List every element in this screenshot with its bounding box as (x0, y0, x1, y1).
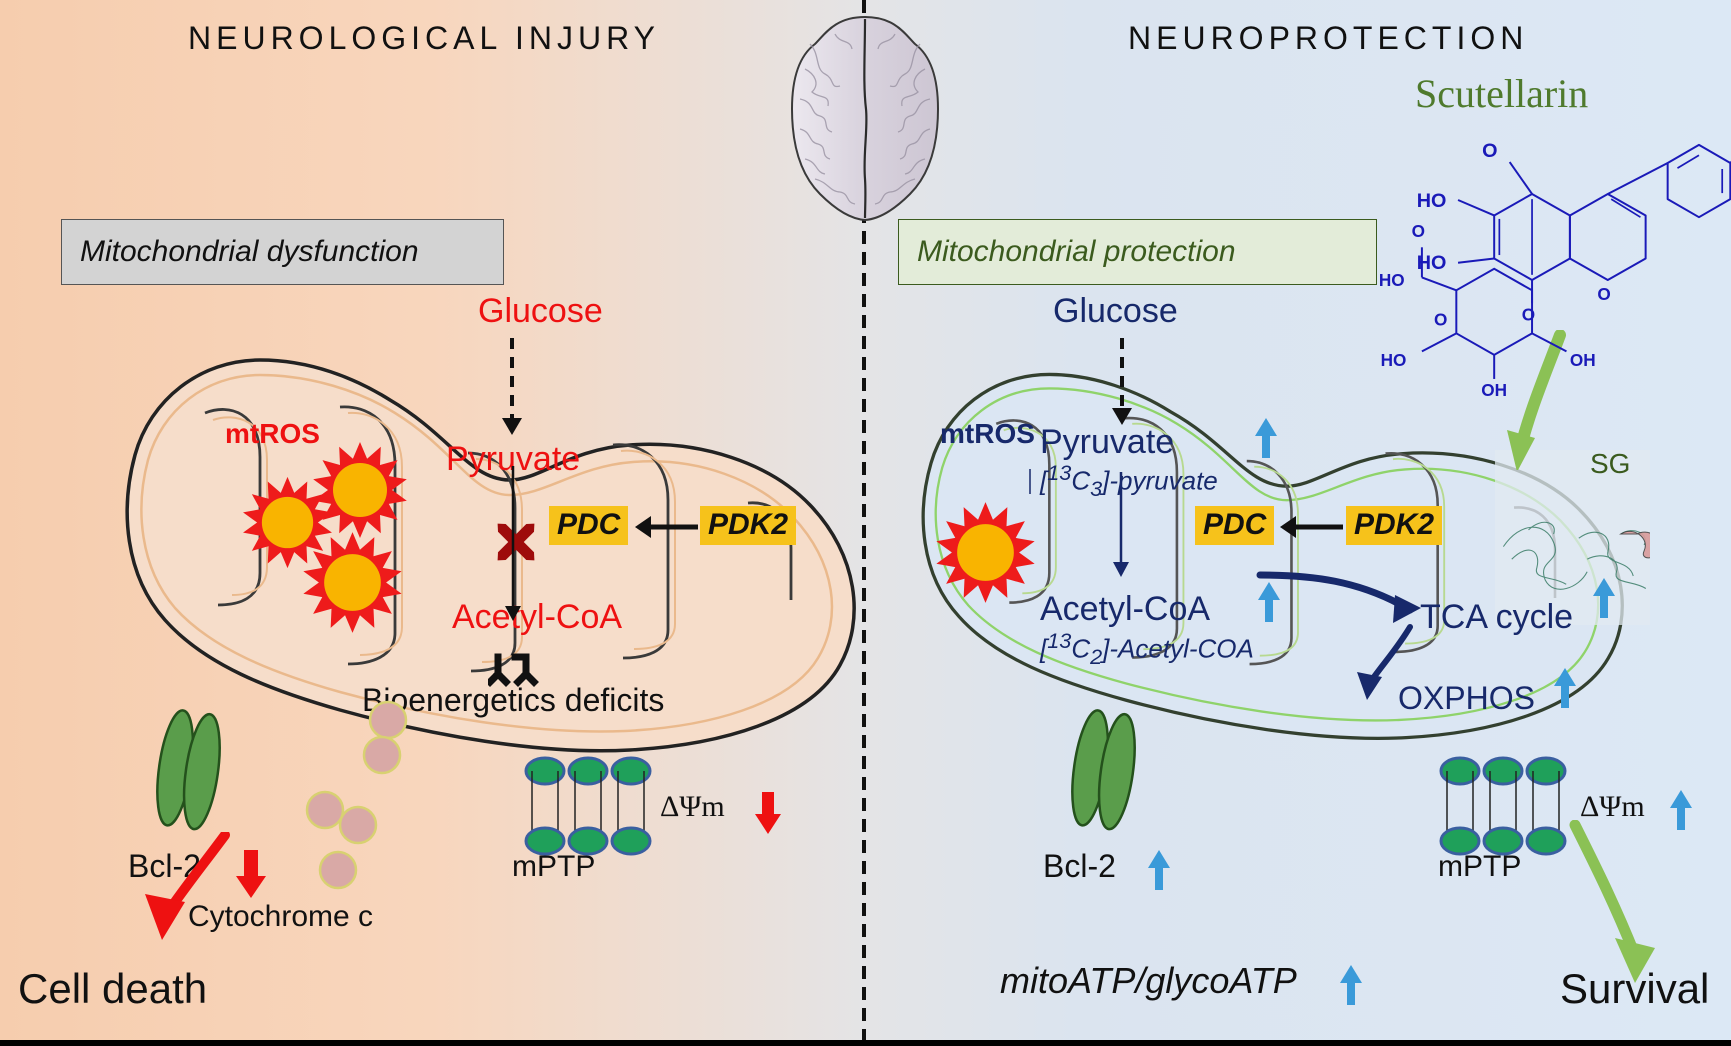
svg-text:HO: HO (1379, 270, 1405, 290)
svg-text:O: O (1482, 140, 1497, 162)
svg-text:O: O (1412, 221, 1425, 241)
svg-text:HO: HO (1381, 350, 1407, 370)
svg-text:HO: HO (1417, 190, 1447, 212)
svg-text:OH: OH (1570, 350, 1596, 370)
svg-text:O: O (1597, 284, 1610, 304)
svg-text:O: O (1522, 304, 1535, 324)
svg-text:O: O (1434, 310, 1447, 330)
svg-text:OH: OH (1481, 380, 1507, 400)
